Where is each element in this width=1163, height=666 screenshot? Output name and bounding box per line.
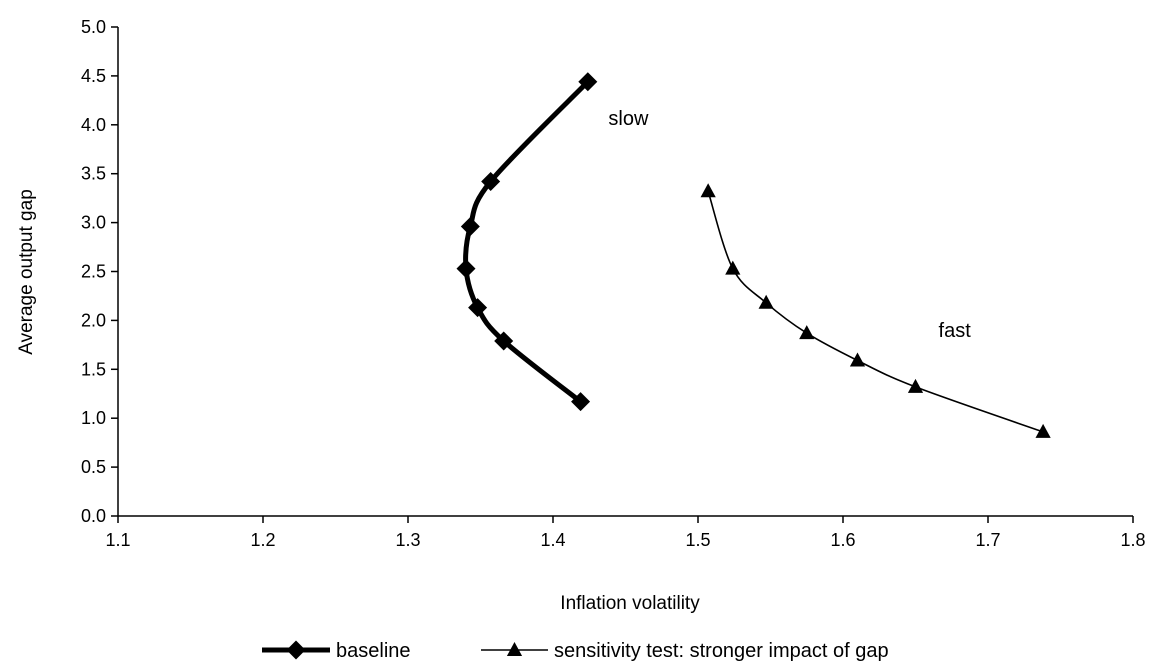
x-tick-label: 1.1 — [105, 530, 130, 550]
y-tick-label: 1.5 — [81, 359, 106, 379]
y-tick-label: 3.5 — [81, 164, 106, 184]
data-point-diamond — [460, 217, 480, 237]
x-axis-title: Inflation volatility — [560, 593, 700, 614]
data-point-diamond — [481, 172, 501, 192]
x-tick-label: 1.5 — [685, 530, 710, 550]
data-point-triangle — [799, 325, 815, 340]
data-point-triangle — [849, 352, 866, 367]
series-diamond — [456, 72, 598, 412]
legend-item-triangle: sensitivity test: stronger impact of gap — [481, 640, 889, 662]
x-tick-label: 1.2 — [250, 530, 275, 550]
legend-label: sensitivity test: stronger impact of gap — [554, 640, 889, 662]
y-tick-label: 4.0 — [81, 115, 106, 135]
annotation-fast: fast — [939, 320, 972, 342]
y-tick-label: 5.0 — [81, 17, 106, 37]
legend-item-diamond: baseline — [262, 640, 411, 662]
data-point-diamond — [571, 392, 591, 412]
legend-label: baseline — [336, 640, 411, 662]
x-tick-label: 1.6 — [830, 530, 855, 550]
annotation-slow: slow — [608, 108, 649, 130]
data-point-diamond — [578, 72, 598, 92]
data-point-diamond — [468, 298, 488, 318]
y-tick-label: 2.0 — [81, 310, 106, 330]
x-tick-label: 1.8 — [1120, 530, 1145, 550]
data-point-triangle — [1035, 423, 1051, 438]
y-tick-label: 2.5 — [81, 262, 106, 282]
annotation-layer: slow fast — [608, 108, 971, 342]
y-tick-label: 3.0 — [81, 213, 106, 233]
legend-marker-triangle — [506, 642, 523, 656]
y-tick-label: 4.5 — [81, 66, 106, 86]
y-axis-title: Average output gap — [16, 189, 37, 355]
legend-marker-diamond — [286, 640, 306, 660]
x-tick-label: 1.4 — [540, 530, 565, 550]
data-point-diamond — [456, 259, 476, 279]
x-tick-label: 1.7 — [975, 530, 1000, 550]
x-tick-label: 1.3 — [395, 530, 420, 550]
data-point-triangle — [700, 183, 716, 198]
data-point-triangle — [725, 260, 741, 275]
y-tick-label: 0.0 — [81, 506, 106, 526]
axes: 0.0 0.5 1.0 1.5 2.0 2.5 3.0 3.5 4.0 4.5 5.0 1.1 1.2 1… — [81, 17, 1146, 550]
series-layer — [456, 72, 1051, 438]
y-tick-label: 1.0 — [81, 408, 106, 428]
data-point-triangle — [907, 378, 924, 393]
legend: baseline sensitivity test: stronger impac… — [262, 640, 889, 662]
data-point-triangle — [758, 294, 774, 309]
data-point-diamond — [494, 331, 514, 351]
y-tick-label: 0.5 — [81, 457, 106, 477]
series-triangle — [700, 183, 1051, 438]
